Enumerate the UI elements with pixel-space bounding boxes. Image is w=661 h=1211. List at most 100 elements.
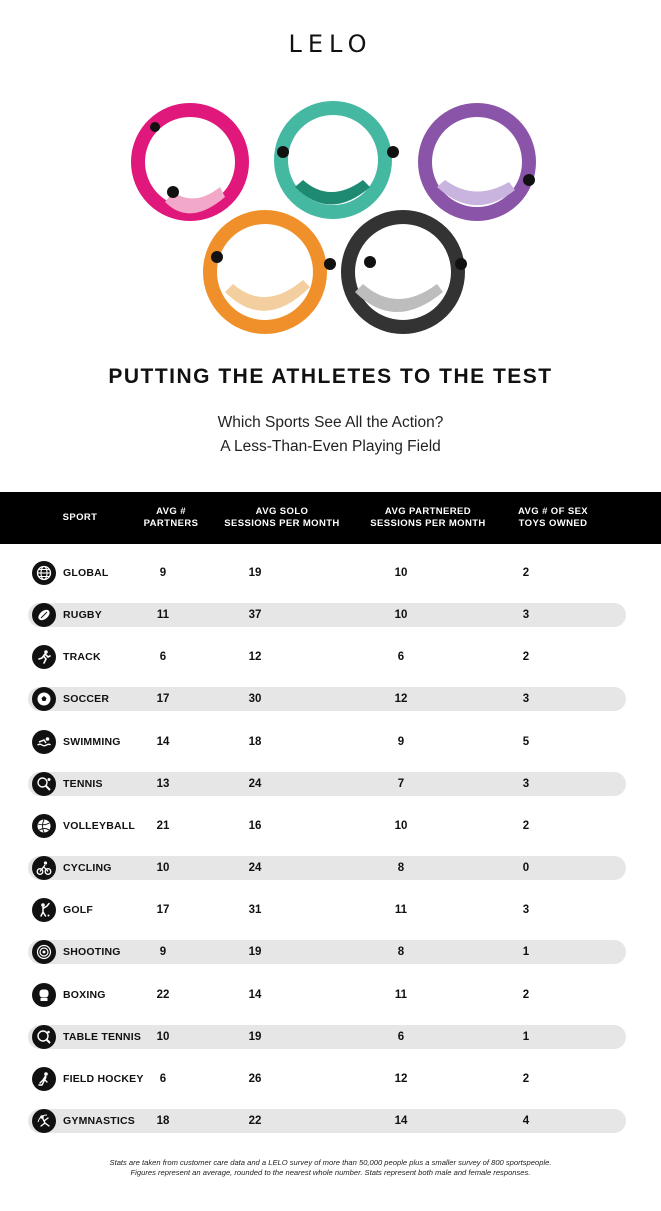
header-sport: SPORT <box>62 512 98 523</box>
table-row: BOXING 22 14 11 2 <box>28 982 626 1007</box>
table-row: FIELD HOCKEY 6 26 12 2 <box>28 1066 626 1091</box>
hockey-player-icon <box>32 1066 56 1091</box>
tennis-racket-icon <box>32 771 56 796</box>
partners-value: 9 <box>159 946 167 959</box>
solo-sessions-value: 24 <box>248 862 262 875</box>
footnote-line-2: Figures represent an average, rounded to… <box>130 1168 531 1177</box>
header-solo: AVG SOLO SESSIONS PER MONTH <box>224 506 340 529</box>
solo-sessions-value: 26 <box>248 1072 262 1085</box>
partnered-sessions-value: 14 <box>394 1114 408 1127</box>
table-row: VOLLEYBALL 21 16 10 2 <box>28 813 626 838</box>
table-row: GOLF 17 31 11 3 <box>28 898 626 923</box>
table-row: SOCCER 17 30 12 3 <box>28 687 626 712</box>
toys-owned-value: 3 <box>522 609 530 622</box>
sport-name: TABLE TENNIS <box>63 1030 142 1043</box>
ring-dark <box>341 210 467 334</box>
partnered-sessions-value: 12 <box>394 693 408 706</box>
rugby-ball-icon <box>32 603 56 628</box>
sport-name: GOLF <box>63 904 93 917</box>
toys-owned-value: 5 <box>522 735 530 748</box>
table-row: GLOBAL 9 19 10 2 <box>28 561 626 585</box>
sport-name: SWIMMING <box>63 735 121 748</box>
toys-owned-value: 1 <box>522 946 530 959</box>
table-row: TABLE TENNIS 10 19 6 1 <box>28 1024 626 1049</box>
sport-name: TENNIS <box>63 777 103 790</box>
sport-name: VOLLEYBALL <box>63 819 135 832</box>
globe-icon <box>32 561 56 585</box>
partners-value: 11 <box>156 609 170 622</box>
partners-value: 10 <box>156 1030 170 1043</box>
solo-sessions-value: 19 <box>248 1030 262 1043</box>
soccer-ball-icon <box>32 687 56 712</box>
partners-value: 13 <box>156 777 170 790</box>
gymnast-icon <box>32 1108 56 1133</box>
partners-value: 18 <box>156 1114 170 1127</box>
header-partners: AVG # PARTNERS <box>143 506 199 529</box>
solo-sessions-value: 16 <box>248 819 262 832</box>
sport-name: RUGBY <box>63 609 102 622</box>
runner-icon <box>32 645 56 670</box>
toys-owned-value: 2 <box>522 651 530 664</box>
sport-name: TRACK <box>63 651 101 664</box>
solo-sessions-value: 19 <box>248 567 262 579</box>
page-title: PUTTING THE ATHLETES TO THE TEST <box>108 365 553 388</box>
boxing-glove-icon <box>32 982 56 1007</box>
toys-owned-value: 3 <box>522 693 530 706</box>
toys-owned-value: 1 <box>522 1030 530 1043</box>
golfer-icon <box>32 898 56 923</box>
sport-name: SHOOTING <box>63 946 121 959</box>
toys-owned-value: 2 <box>522 819 530 832</box>
header-toys: AVG # OF SEX TOYS OWNED <box>517 506 589 529</box>
partnered-sessions-value: 7 <box>397 777 405 790</box>
table-row: SHOOTING 9 19 8 1 <box>28 940 626 965</box>
toys-owned-value: 4 <box>522 1114 530 1127</box>
table-row: GYMNASTICS 18 22 14 4 <box>28 1108 626 1133</box>
partners-value: 17 <box>156 904 170 917</box>
brand-logo: LELO <box>288 30 373 58</box>
partners-value: 22 <box>156 988 170 1001</box>
partners-value: 6 <box>159 651 167 664</box>
table-row: RUGBY 11 37 10 3 <box>28 603 626 628</box>
solo-sessions-value: 31 <box>248 904 262 917</box>
partnered-sessions-value: 8 <box>397 862 405 875</box>
solo-sessions-value: 22 <box>248 1114 262 1127</box>
subtitle-line-1: Which Sports See All the Action? <box>217 414 444 431</box>
sport-name: BOXING <box>63 988 106 1001</box>
toys-owned-value: 2 <box>522 1072 530 1085</box>
partners-value: 6 <box>159 1072 167 1085</box>
solo-sessions-value: 12 <box>248 651 262 664</box>
sport-name: GLOBAL <box>63 567 109 579</box>
table-row: SWIMMING 14 18 9 5 <box>28 729 626 754</box>
partnered-sessions-value: 10 <box>394 819 408 832</box>
toys-owned-value: 0 <box>522 862 530 875</box>
toys-owned-value: 2 <box>522 567 530 579</box>
partnered-sessions-value: 10 <box>394 609 408 622</box>
solo-sessions-value: 18 <box>248 735 262 748</box>
table-row: TENNIS 13 24 7 3 <box>28 771 626 796</box>
partners-value: 21 <box>156 819 170 832</box>
solo-sessions-value: 14 <box>248 988 262 1001</box>
partners-value: 9 <box>159 567 167 579</box>
partnered-sessions-value: 11 <box>394 988 408 1001</box>
ring-purple <box>418 103 536 221</box>
toys-owned-value: 2 <box>522 988 530 1001</box>
partners-value: 17 <box>156 693 170 706</box>
partnered-sessions-value: 6 <box>397 1030 405 1043</box>
volleyball-icon <box>32 813 56 838</box>
solo-sessions-value: 37 <box>248 609 262 622</box>
solo-sessions-value: 30 <box>248 693 262 706</box>
table-row: CYCLING 10 24 8 0 <box>28 856 626 881</box>
ring-teal <box>274 101 399 219</box>
table-row: TRACK 6 12 6 2 <box>28 645 626 670</box>
sport-name: FIELD HOCKEY <box>63 1072 144 1085</box>
table-header: SPORT AVG # PARTNERS AVG SOLO SESSIONS P… <box>0 492 661 544</box>
solo-sessions-value: 24 <box>248 777 262 790</box>
header-partnered: AVG PARTNERED SESSIONS PER MONTH <box>370 506 486 529</box>
sport-name: SOCCER <box>63 693 110 706</box>
partnered-sessions-value: 6 <box>397 651 405 664</box>
ring-orange <box>203 210 336 334</box>
cyclist-icon <box>32 856 56 881</box>
rings-illustration <box>131 101 536 334</box>
footnote-line-1: Stats are taken from customer care data … <box>109 1158 552 1167</box>
sport-name: GYMNASTICS <box>63 1114 136 1127</box>
